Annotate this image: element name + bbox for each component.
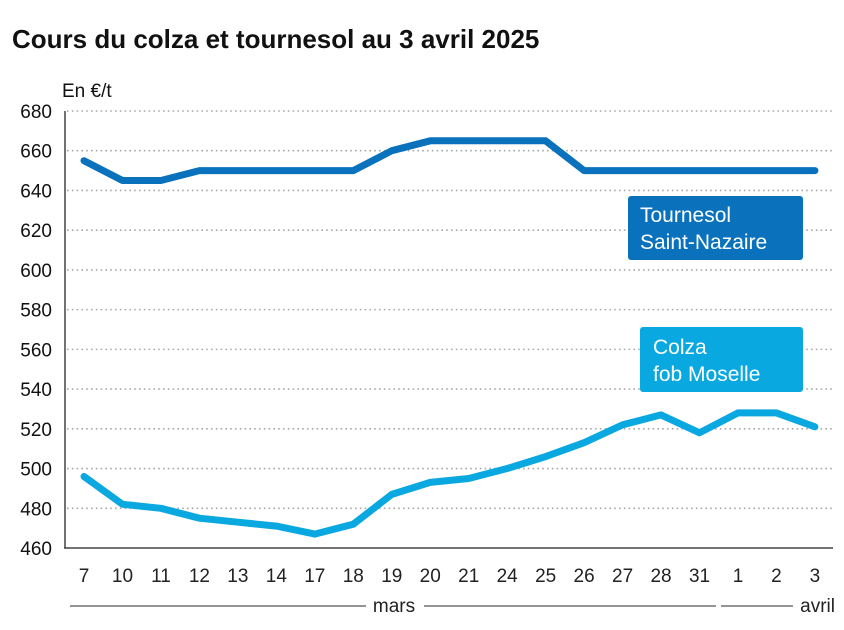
series-label-colza-line-1: Colza: [653, 336, 707, 359]
x-tick-label: 7: [79, 566, 90, 587]
series-label-colza: Colza fob Moselle: [640, 327, 803, 392]
x-axis-ticks: 7 10 11 12 13 14 17 18 19 20 21 24 25 26 27 28 31 1 2 3: [79, 566, 821, 587]
month-label: mars: [373, 596, 415, 617]
y-tick-label: 580: [20, 301, 52, 322]
month-groups: mars avril: [70, 596, 835, 617]
x-tick-label: 11: [151, 566, 171, 587]
y-tick-label: 620: [20, 221, 52, 242]
y-axis-ticks: 460 480 500 520 540 560 580 600 620 640 660 680: [20, 102, 52, 560]
x-tick-label: 26: [574, 566, 595, 587]
x-tick-label: 2: [771, 566, 782, 587]
x-tick-label: 31: [689, 566, 710, 587]
x-tick-label: 12: [189, 566, 210, 587]
series-lines: [80, 137, 819, 538]
y-axis-unit-label: En €/t: [62, 81, 112, 102]
x-tick-label: 10: [112, 566, 133, 587]
series-label-colza-line-2: fob Moselle: [653, 363, 760, 386]
x-tick-label: 27: [612, 566, 633, 587]
x-tick-label: 20: [420, 566, 441, 587]
x-tick-label: 19: [381, 566, 402, 587]
x-tick-label: 21: [458, 566, 479, 587]
series-label-colza-box: [640, 327, 803, 392]
x-tick-label: 17: [304, 566, 325, 587]
y-tick-label: 660: [20, 142, 52, 163]
x-tick-label: 24: [497, 566, 519, 587]
x-tick-label: 3: [810, 566, 821, 587]
x-tick-label: 14: [266, 566, 288, 587]
series-label-tournesol: Tournesol Saint-Nazaire: [628, 196, 803, 260]
x-tick-label: 25: [535, 566, 556, 587]
series-line-colza: [80, 409, 819, 538]
series-label-tournesol-line-2: Saint-Nazaire: [640, 231, 767, 254]
y-tick-label: 560: [20, 340, 52, 361]
chart-title: Cours du colza et tournesol au 3 avril 2…: [12, 24, 539, 54]
y-tick-label: 640: [20, 181, 52, 202]
series-label-tournesol-line-1: Tournesol: [640, 204, 731, 227]
x-tick-label: 28: [650, 566, 671, 587]
y-tick-label: 680: [20, 102, 52, 123]
x-tick-label: 18: [343, 566, 364, 587]
series-label-tournesol-box: [628, 196, 803, 260]
y-tick-label: 500: [20, 460, 52, 481]
y-tick-label: 600: [20, 261, 52, 282]
y-tick-label: 460: [20, 539, 52, 560]
month-label: avril: [800, 596, 835, 617]
x-tick-label: 1: [733, 566, 744, 587]
y-tick-label: 540: [20, 380, 52, 401]
y-tick-label: 480: [20, 499, 52, 520]
y-tick-label: 520: [20, 420, 52, 441]
series-line-tournesol: [80, 137, 819, 184]
x-tick-label: 13: [227, 566, 248, 587]
